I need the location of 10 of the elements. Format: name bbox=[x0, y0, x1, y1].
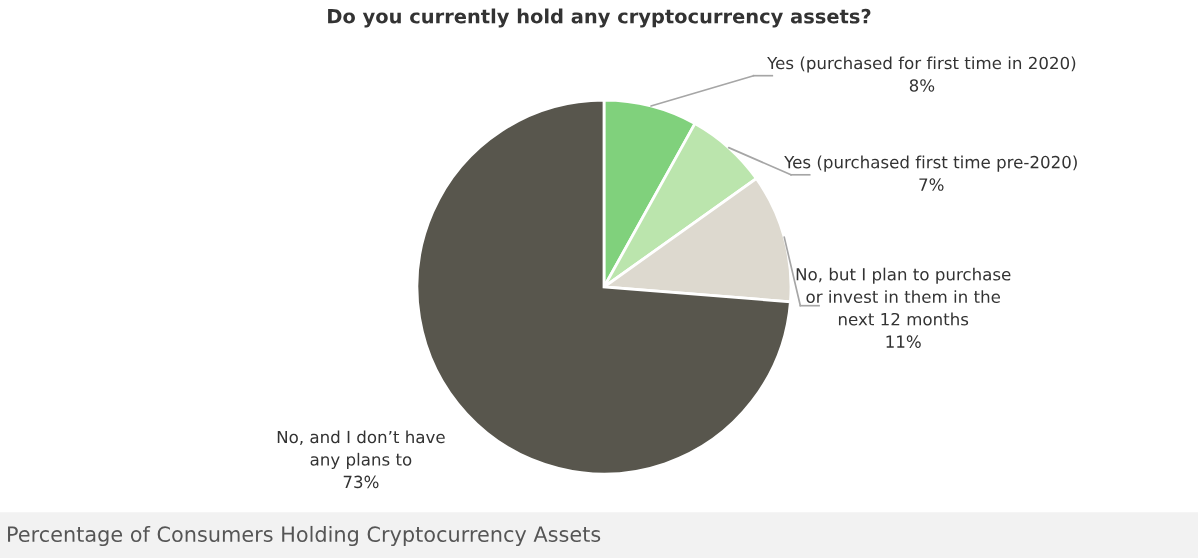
data-label: 73% bbox=[343, 475, 379, 489]
text: Percentage of Consumers Holding Cryptocurrency Assets bbox=[8, 525, 601, 547]
slice-label: Yes (purchased first time pre-2020) bbox=[784, 155, 1077, 172]
slice-label: No, but I plan to purchase or invest in them in the next 12 months bbox=[796, 267, 1011, 326]
data-label: 11% bbox=[886, 335, 921, 348]
slice-label: No, and I don’t have any plans to bbox=[277, 430, 445, 469]
slice-label: Yes (purchased for first time in 2020) bbox=[767, 56, 1076, 73]
data-label: 7% bbox=[919, 178, 944, 191]
data-label: 8% bbox=[909, 79, 935, 92]
chart-title: Do you currently hold any cryptocurrency assets? bbox=[328, 8, 871, 28]
